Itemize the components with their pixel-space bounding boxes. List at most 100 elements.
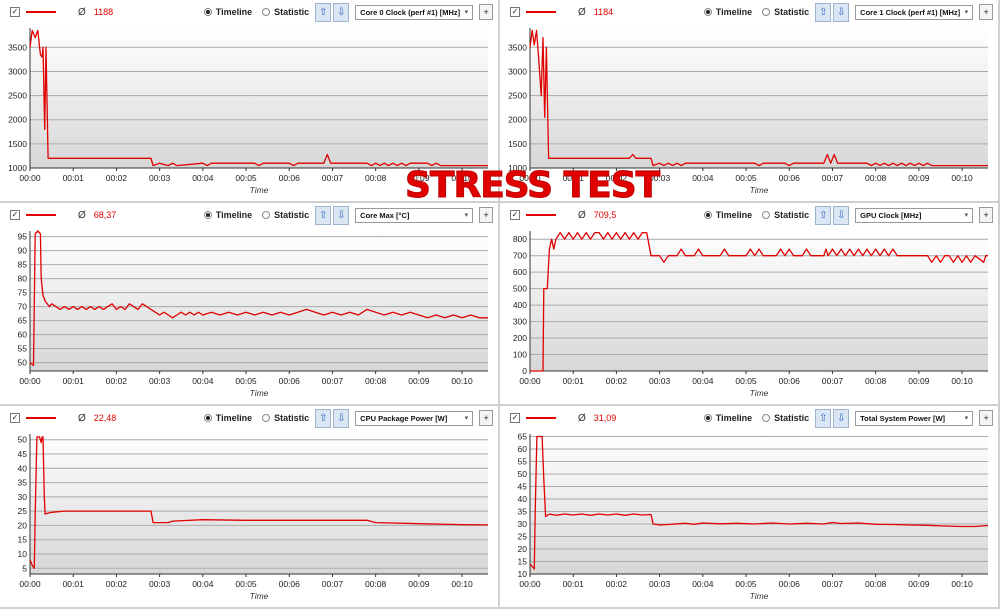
plus-icon[interactable]: + [979,207,994,223]
arrow-up-icon[interactable]: ⇧ [815,2,832,22]
plus-icon[interactable]: + [479,4,494,20]
plot-area [30,231,488,371]
arrow-up-icon[interactable]: ⇧ [315,408,332,428]
x-tick-label: 00:07 [822,579,844,589]
arrow-down-icon[interactable]: ⇩ [333,205,350,225]
arrow-up-icon[interactable]: ⇧ [315,2,332,22]
timeline-radio[interactable]: Timeline [203,413,253,423]
plot-area [530,28,988,168]
y-tick-label: 60 [18,330,28,340]
y-tick-label: 500 [513,284,527,294]
sensor-select-value: Total System Power [W] [860,413,946,423]
statistic-radio[interactable]: Statistic [262,7,309,17]
chevron-down-icon: ▾ [964,212,969,219]
arrow-down-icon[interactable]: ⇩ [833,2,850,22]
y-tick-label: 0 [522,366,527,376]
arrow-up-icon[interactable]: ⇧ [815,205,832,225]
arrow-down-icon[interactable]: ⇩ [333,408,350,428]
check-icon[interactable]: ✓ [510,7,520,17]
radio-unselected-icon [262,414,271,422]
timeline-radio[interactable]: Timeline [703,413,752,423]
y-tick-label: 60 [518,444,528,454]
plus-icon[interactable]: + [979,4,994,20]
x-tick-label: 00:08 [365,173,387,183]
x-tick-label: 00:00 [19,376,41,386]
panel-header: ✓ Ø 22,48 Timeline Statistic ⇧ ⇩ CPU Pac… [0,406,498,430]
sensor-panel-4: ✓ Ø 709,5 Timeline Statistic ⇧ ⇩ GPU Clo… [500,203,1000,406]
series-color-swatch [26,417,56,419]
sensor-select[interactable]: Core Max [°C] ▾ [355,207,474,223]
x-tick-label: 00:01 [63,579,85,589]
statistic-radio[interactable]: Statistic [262,413,309,423]
x-axis-title: Time [750,591,769,601]
x-tick-label: 00:08 [865,173,887,183]
x-tick-label: 00:00 [19,579,41,589]
arrow-up-icon[interactable]: ⇧ [815,408,832,428]
x-tick-label: 00:00 [519,579,541,589]
y-tick-label: 2500 [8,91,27,101]
arrow-up-icon[interactable]: ⇧ [315,205,332,225]
statistic-radio[interactable]: Statistic [762,7,809,17]
series-color-swatch [26,214,56,216]
statistic-radio[interactable]: Statistic [762,210,809,220]
x-tick-label: 00:01 [563,173,585,183]
arrow-down-icon[interactable]: ⇩ [833,408,850,428]
arrow-down-icon[interactable]: ⇩ [833,205,850,225]
plus-icon[interactable]: + [979,410,994,426]
sensor-select[interactable]: Core 1 Clock (perf #1) [MHz] ▾ [855,4,974,20]
timeline-label: Timeline [215,7,253,17]
y-tick-label: 50 [18,435,28,445]
x-tick-label: 00:05 [235,579,257,589]
series-color-swatch [526,214,556,216]
x-tick-label: 00:02 [106,579,128,589]
arrow-down-icon[interactable]: ⇩ [333,2,350,22]
x-tick-label: 00:03 [649,579,671,589]
y-tick-label: 45 [518,482,528,492]
check-icon[interactable]: ✓ [10,413,20,423]
statistic-radio[interactable]: Statistic [762,413,809,423]
average-value: 1184 [593,7,614,17]
y-tick-label: 85 [18,260,28,270]
y-tick-label: 65 [18,316,28,326]
y-tick-label: 10 [18,549,28,559]
timeline-radio[interactable]: Timeline [203,7,253,17]
plus-icon[interactable]: + [479,207,494,223]
series-line [29,230,488,367]
check-icon[interactable]: ✓ [10,210,20,220]
series-line [29,29,488,167]
y-tick-label: 200 [513,333,527,343]
check-icon[interactable]: ✓ [510,210,520,220]
timeline-label: Timeline [215,413,253,423]
y-tick-label: 1000 [508,163,527,173]
chevron-down-icon: ▾ [464,212,469,219]
y-tick-label: 70 [18,302,28,312]
sensor-select[interactable]: GPU Clock [MHz] ▾ [855,207,974,223]
sensor-select[interactable]: CPU Package Power [W] ▾ [355,410,474,426]
average-symbol: Ø [578,6,586,18]
check-icon[interactable]: ✓ [510,413,520,423]
x-tick-label: 00:09 [908,579,930,589]
y-tick-label: 2500 [508,91,527,101]
line-chart: 50 55 60 65 70 75 80 85 90 95 00:00 00:01 00:02 00:03… [18,230,488,398]
series-color-swatch [526,417,556,419]
check-icon[interactable]: ✓ [10,7,20,17]
statistic-radio[interactable]: Statistic [262,210,309,220]
panel-header: ✓ Ø 31,09 Timeline Statistic ⇧ ⇩ Total S… [500,406,998,430]
sensor-select[interactable]: Core 0 Clock (perf #1) [MHz] ▾ [355,4,474,20]
timeline-radio[interactable]: Timeline [203,210,252,220]
sensor-select-value: GPU Clock [MHz] [860,210,922,220]
x-tick-label: 00:08 [365,579,387,589]
timeline-radio[interactable]: Timeline [703,210,752,220]
plus-icon[interactable]: + [479,410,494,426]
sensor-select[interactable]: Total System Power [W] ▾ [855,410,974,426]
statistic-label: Statistic [774,210,810,220]
y-tick-label: 40 [518,494,528,504]
line-chart: 0 100 200 300 400 500 600 700 800 00:00 00:01 00:02… [513,231,988,398]
line-chart: 1000 1500 2000 2500 3000 3500 00:00 00:01 00:02 0… [8,28,488,195]
timeline-radio[interactable]: Timeline [703,7,753,17]
timeline-label: Timeline [715,7,753,17]
panel-header: ✓ Ø 68,37 Timeline Statistic ⇧ ⇩ Core Ma… [0,203,498,227]
x-tick-label: 00:10 [951,579,973,589]
x-tick-label: 00:02 [106,173,128,183]
radio-selected-icon [703,8,712,16]
